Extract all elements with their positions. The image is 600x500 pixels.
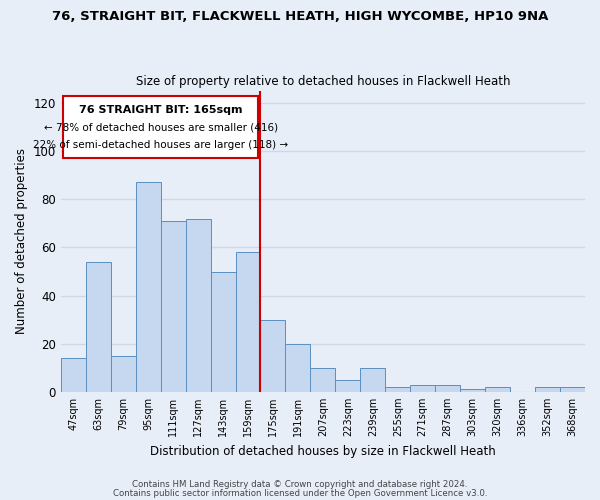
Bar [385, 387, 410, 392]
Bar [560, 387, 585, 392]
Bar [111, 356, 136, 392]
Bar [185, 218, 211, 392]
Bar [236, 252, 260, 392]
Bar [86, 262, 111, 392]
Bar [310, 368, 335, 392]
Text: 22% of semi-detached houses are larger (118) →: 22% of semi-detached houses are larger (… [33, 140, 288, 149]
Bar [286, 344, 310, 392]
Bar [335, 380, 361, 392]
Text: ← 78% of detached houses are smaller (416): ← 78% of detached houses are smaller (41… [44, 122, 278, 132]
Text: Contains public sector information licensed under the Open Government Licence v3: Contains public sector information licen… [113, 488, 487, 498]
Bar [361, 368, 385, 392]
Bar [435, 384, 460, 392]
Bar [485, 387, 510, 392]
Bar [136, 182, 161, 392]
Y-axis label: Number of detached properties: Number of detached properties [15, 148, 28, 334]
Bar [410, 384, 435, 392]
Text: 76 STRAIGHT BIT: 165sqm: 76 STRAIGHT BIT: 165sqm [79, 104, 242, 115]
X-axis label: Distribution of detached houses by size in Flackwell Heath: Distribution of detached houses by size … [150, 444, 496, 458]
Text: 76, STRAIGHT BIT, FLACKWELL HEATH, HIGH WYCOMBE, HP10 9NA: 76, STRAIGHT BIT, FLACKWELL HEATH, HIGH … [52, 10, 548, 23]
Bar [535, 387, 560, 392]
Title: Size of property relative to detached houses in Flackwell Heath: Size of property relative to detached ho… [136, 76, 510, 88]
Bar [61, 358, 86, 392]
Bar [211, 272, 236, 392]
Text: Contains HM Land Registry data © Crown copyright and database right 2024.: Contains HM Land Registry data © Crown c… [132, 480, 468, 489]
Bar [161, 221, 185, 392]
Bar [460, 390, 485, 392]
Bar [260, 320, 286, 392]
FancyBboxPatch shape [63, 96, 258, 158]
